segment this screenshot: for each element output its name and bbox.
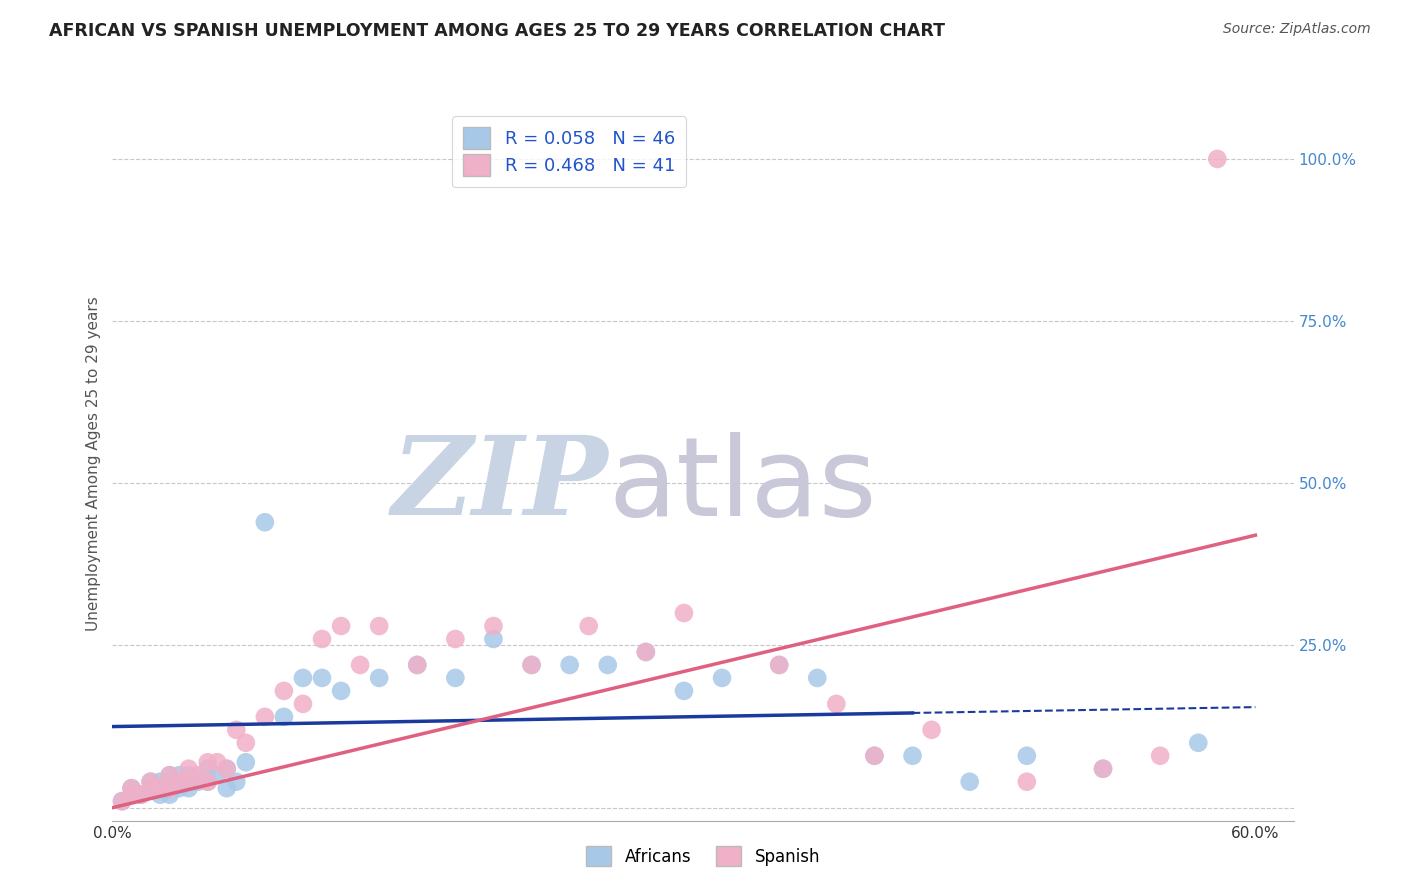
Point — [225, 723, 247, 737]
Point — [159, 768, 181, 782]
Text: AFRICAN VS SPANISH UNEMPLOYMENT AMONG AGES 25 TO 29 YEARS CORRELATION CHART: AFRICAN VS SPANISH UNEMPLOYMENT AMONG AG… — [49, 22, 945, 40]
Point — [215, 762, 238, 776]
Point — [291, 671, 314, 685]
Point — [672, 684, 695, 698]
Point — [368, 619, 391, 633]
Text: Source: ZipAtlas.com: Source: ZipAtlas.com — [1223, 22, 1371, 37]
Point — [177, 762, 200, 776]
Point — [406, 657, 429, 672]
Point — [1206, 152, 1229, 166]
Point — [225, 774, 247, 789]
Point — [167, 774, 190, 789]
Point — [1015, 774, 1038, 789]
Point — [1092, 762, 1115, 776]
Point — [121, 788, 143, 802]
Point — [273, 684, 295, 698]
Point — [634, 645, 657, 659]
Point — [207, 756, 229, 770]
Point — [197, 762, 219, 776]
Point — [806, 671, 828, 685]
Point — [558, 657, 581, 672]
Point — [863, 748, 886, 763]
Point — [330, 684, 353, 698]
Point — [330, 619, 353, 633]
Point — [520, 657, 543, 672]
Point — [311, 632, 333, 646]
Point — [711, 671, 734, 685]
Point — [139, 781, 162, 796]
Text: atlas: atlas — [609, 432, 877, 539]
Point — [121, 788, 143, 802]
Point — [187, 774, 209, 789]
Point — [159, 781, 181, 796]
Point — [149, 781, 172, 796]
Point — [596, 657, 619, 672]
Point — [197, 774, 219, 789]
Point — [291, 697, 314, 711]
Point — [768, 657, 790, 672]
Point — [111, 794, 134, 808]
Point — [159, 781, 181, 796]
Point — [235, 736, 257, 750]
Point — [167, 781, 190, 796]
Point — [311, 671, 333, 685]
Legend: Africans, Spanish: Africans, Spanish — [578, 838, 828, 875]
Point — [863, 748, 886, 763]
Point — [207, 768, 229, 782]
Point — [368, 671, 391, 685]
Point — [121, 781, 143, 796]
Point — [406, 657, 429, 672]
Point — [253, 515, 276, 529]
Point — [634, 645, 657, 659]
Point — [129, 788, 152, 802]
Point — [921, 723, 943, 737]
Point — [768, 657, 790, 672]
Point — [197, 774, 219, 789]
Point — [1092, 762, 1115, 776]
Point — [177, 781, 200, 796]
Point — [672, 606, 695, 620]
Point — [215, 781, 238, 796]
Point — [1149, 748, 1171, 763]
Point — [139, 774, 162, 789]
Point — [273, 710, 295, 724]
Point — [482, 632, 505, 646]
Point — [167, 768, 190, 782]
Point — [578, 619, 600, 633]
Point — [444, 632, 467, 646]
Point — [1015, 748, 1038, 763]
Point — [444, 671, 467, 685]
Point — [139, 774, 162, 789]
Point — [149, 774, 172, 789]
Point — [129, 788, 152, 802]
Point — [1187, 736, 1209, 750]
Point — [159, 768, 181, 782]
Point — [159, 788, 181, 802]
Point — [111, 794, 134, 808]
Point — [253, 710, 276, 724]
Point — [215, 762, 238, 776]
Text: ZIP: ZIP — [392, 432, 609, 539]
Point — [482, 619, 505, 633]
Point — [177, 774, 200, 789]
Point — [959, 774, 981, 789]
Point — [235, 756, 257, 770]
Point — [177, 768, 200, 782]
Point — [121, 781, 143, 796]
Point — [349, 657, 371, 672]
Point — [825, 697, 848, 711]
Point — [149, 788, 172, 802]
Point — [139, 781, 162, 796]
Y-axis label: Unemployment Among Ages 25 to 29 years: Unemployment Among Ages 25 to 29 years — [86, 296, 101, 632]
Point — [197, 756, 219, 770]
Point — [901, 748, 924, 763]
Legend: R = 0.058   N = 46, R = 0.468   N = 41: R = 0.058 N = 46, R = 0.468 N = 41 — [453, 116, 686, 187]
Point — [520, 657, 543, 672]
Point — [187, 768, 209, 782]
